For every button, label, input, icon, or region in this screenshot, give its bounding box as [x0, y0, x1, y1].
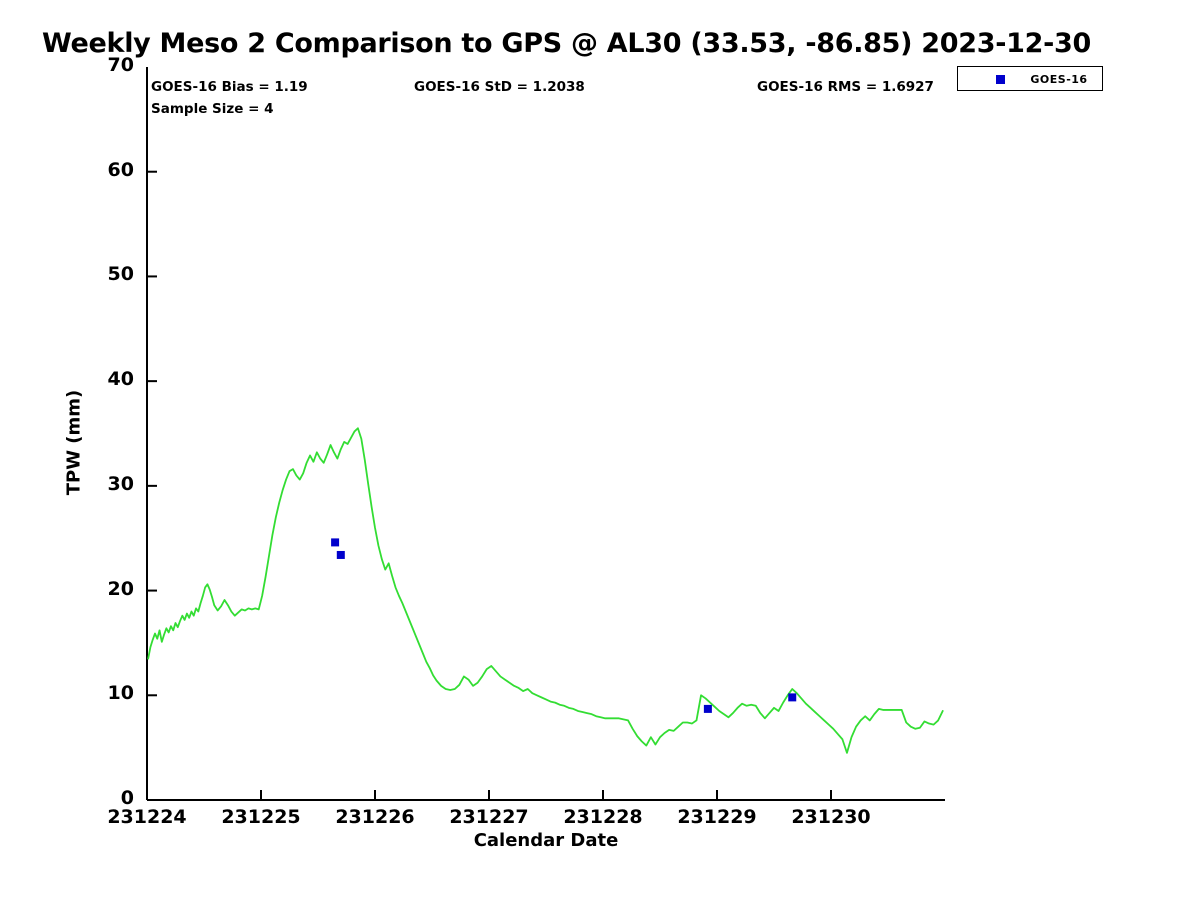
goes16-data-point — [788, 693, 797, 702]
x-axis-label: Calendar Date — [473, 830, 619, 851]
y-tick-label: 10 — [107, 682, 134, 705]
gps-series-line — [147, 427, 944, 754]
x-axis-ticks — [260, 790, 832, 800]
x-tick-label: 231230 — [791, 806, 871, 828]
y-tick-label: 50 — [107, 263, 134, 286]
x-tick-label: 231228 — [563, 806, 643, 828]
y-tick-label: 40 — [107, 368, 134, 391]
legend-swatch-goes16 — [996, 75, 1005, 84]
x-tick-label: 231225 — [221, 806, 301, 828]
goes16-series-markers — [331, 538, 797, 713]
y-tick-label: 30 — [107, 472, 134, 495]
annotation-std: GOES-16 StD = 1.2038 — [414, 79, 585, 95]
x-tick-label: 231224 — [107, 806, 187, 828]
goes16-data-point — [336, 550, 345, 559]
y-tick-label: 20 — [107, 577, 134, 600]
legend-label-goes16: GOES-16 — [1030, 73, 1088, 86]
legend: GOES-16 — [957, 66, 1103, 91]
y-tick-label: 60 — [107, 158, 134, 181]
annotation-rms: GOES-16 RMS = 1.6927 — [757, 79, 934, 95]
goes16-data-point — [331, 538, 340, 547]
x-tick-label: 231229 — [677, 806, 757, 828]
chart-title: Weekly Meso 2 Comparison to GPS @ AL30 (… — [42, 28, 1091, 59]
y-tick-label: 70 — [107, 54, 134, 76]
x-tick-label: 231227 — [449, 806, 529, 828]
y-tick-label: 0 — [120, 787, 134, 809]
x-tick-label: 231226 — [335, 806, 415, 828]
axes — [146, 67, 945, 801]
y-axis-ticks — [147, 170, 157, 697]
annotation-sample-size: Sample Size = 4 — [151, 101, 274, 117]
annotation-bias: GOES-16 Bias = 1.19 — [151, 79, 308, 95]
goes16-data-point — [703, 704, 712, 713]
y-axis-label: TPW (mm) — [63, 389, 85, 496]
